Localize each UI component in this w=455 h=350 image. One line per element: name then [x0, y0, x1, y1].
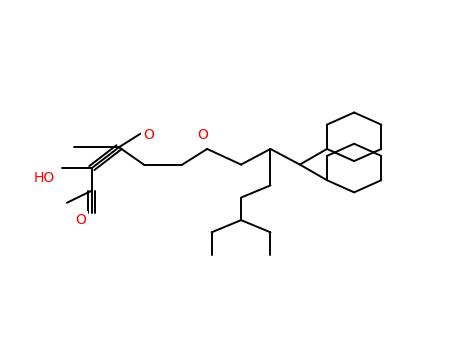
- Text: HO: HO: [34, 172, 55, 186]
- Text: O: O: [197, 128, 208, 142]
- Text: O: O: [75, 213, 86, 227]
- Text: O: O: [143, 128, 154, 142]
